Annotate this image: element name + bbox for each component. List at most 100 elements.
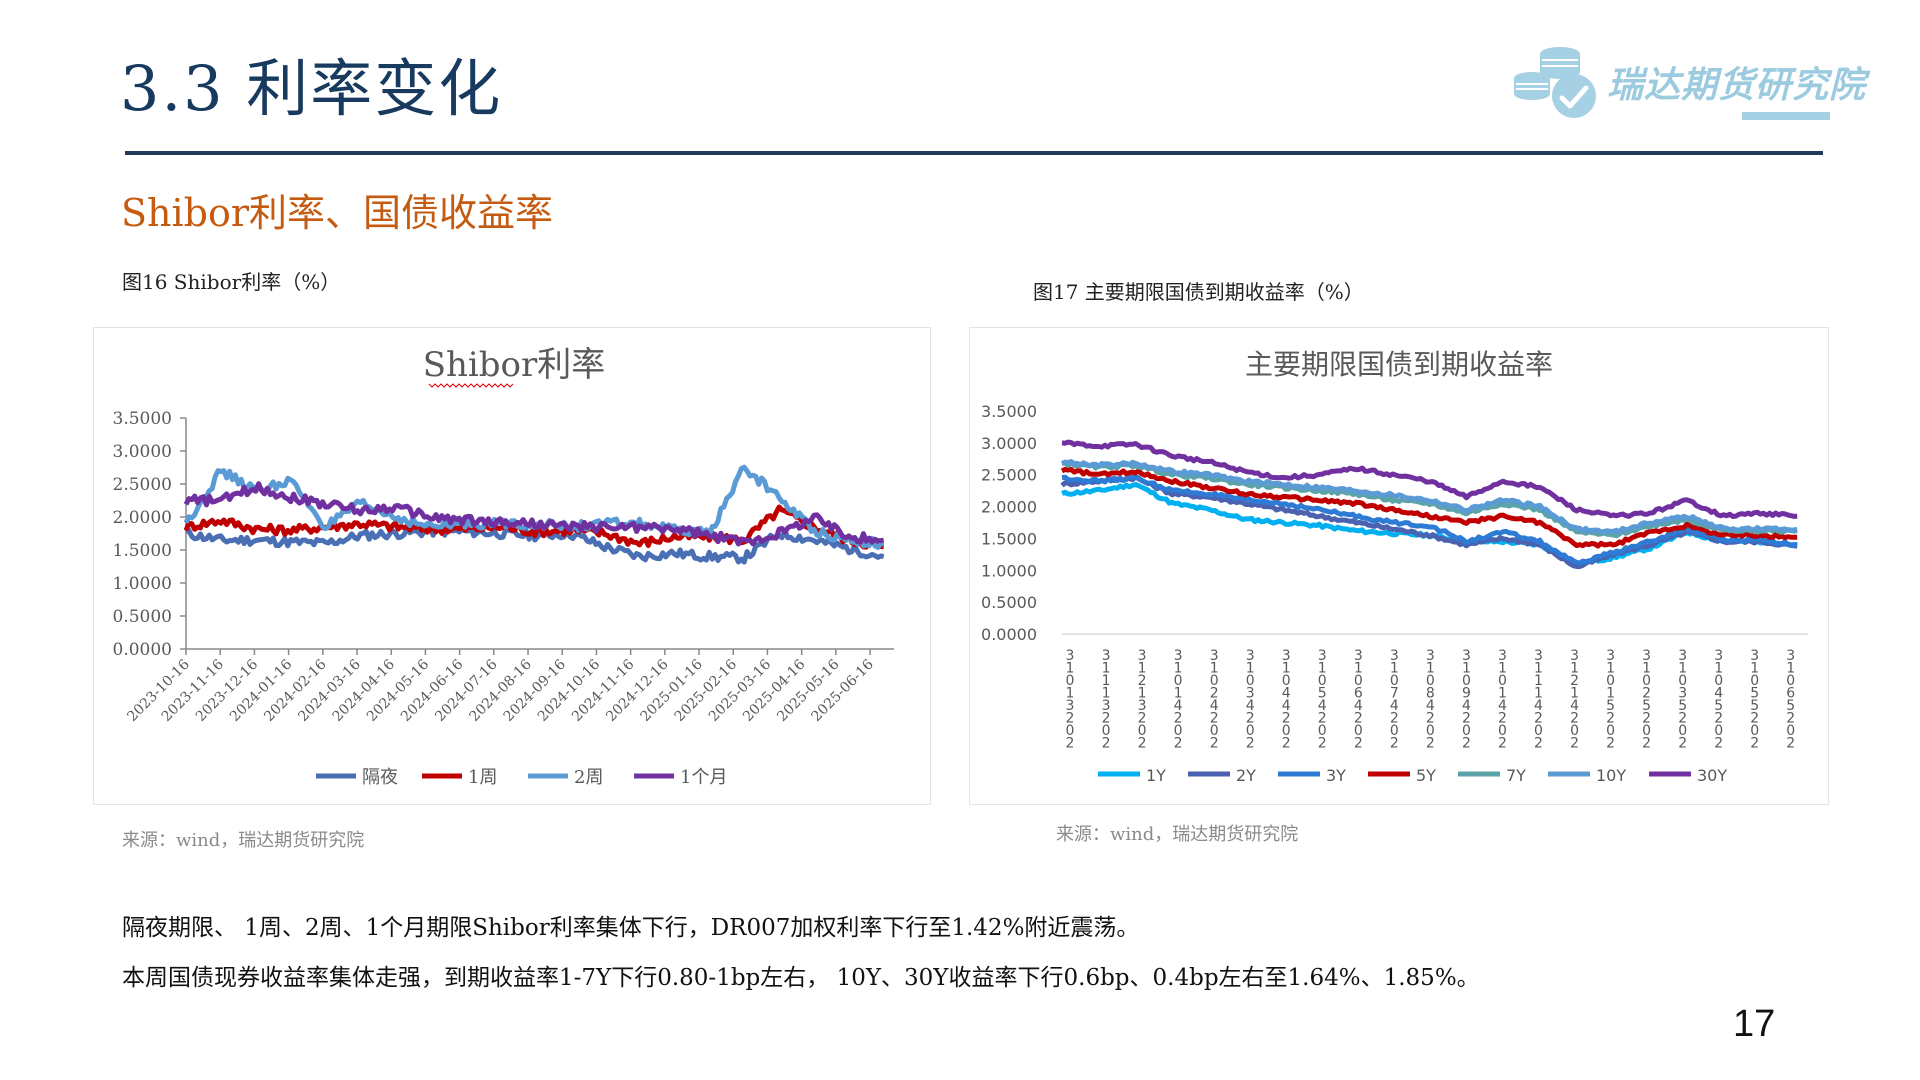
svg-text:4: 4 (1318, 698, 1327, 714)
svg-text:5: 5 (1606, 698, 1615, 714)
y-tick-label: 1.0000 (113, 574, 172, 594)
svg-text:5: 5 (1318, 686, 1327, 702)
legend-item: 1周 (422, 767, 497, 788)
svg-text:2: 2 (1678, 711, 1687, 727)
svg-text:5: 5 (1750, 686, 1759, 702)
svg-text:2: 2 (1606, 711, 1615, 727)
svg-text:2: 2 (1102, 736, 1111, 752)
svg-text:2: 2 (1174, 736, 1183, 752)
y-tick-label: 0.0000 (981, 625, 1037, 644)
svg-text:0: 0 (1606, 723, 1615, 739)
body-paragraph-2: 本周国债现券收益率集体走强，到期收益率1-7Y下行0.80-1bp左右， 10Y… (122, 965, 1480, 991)
legend-item: 1Y (1098, 766, 1166, 785)
series-line-1周 (183, 504, 884, 550)
svg-text:0: 0 (1282, 673, 1291, 689)
svg-text:1: 1 (1498, 661, 1507, 677)
svg-text:2: 2 (1534, 711, 1543, 727)
y-tick-label: 0.5000 (981, 593, 1037, 612)
svg-text:1: 1 (1390, 661, 1399, 677)
svg-text:2: 2 (1534, 736, 1543, 752)
svg-text:0: 0 (1786, 723, 1795, 739)
legend-item: 2周 (528, 767, 603, 788)
y-tick-label: 3.0000 (981, 434, 1037, 453)
svg-text:1: 1 (1678, 661, 1687, 677)
logo-underline (1742, 112, 1830, 120)
svg-text:2: 2 (1066, 711, 1075, 727)
svg-text:2: 2 (1390, 736, 1399, 752)
svg-text:2: 2 (1642, 736, 1651, 752)
svg-text:0: 0 (1246, 723, 1255, 739)
svg-text:5Y: 5Y (1416, 766, 1436, 785)
svg-text:0: 0 (1354, 673, 1363, 689)
svg-text:1: 1 (1066, 661, 1075, 677)
svg-text:2: 2 (1462, 736, 1471, 752)
treasury-yield-chart: 主要期限国债到期收益率 0.0000 0.5000 1.0000 1.5000 2.000… (969, 327, 1829, 805)
svg-text:2: 2 (1102, 711, 1111, 727)
svg-text:2: 2 (1570, 736, 1579, 752)
svg-text:2: 2 (1210, 711, 1219, 727)
chart-title: 主要期限国债到期收益率 (1245, 348, 1553, 381)
coins-check-icon (1514, 47, 1596, 118)
svg-text:5: 5 (1678, 698, 1687, 714)
svg-text:1: 1 (1534, 686, 1543, 702)
svg-text:1: 1 (1714, 661, 1723, 677)
svg-text:2: 2 (1750, 711, 1759, 727)
svg-text:5: 5 (1642, 698, 1651, 714)
y-tick-label: 0.0000 (113, 640, 172, 660)
y-tick-label: 2.0000 (113, 508, 172, 528)
svg-text:3: 3 (1786, 648, 1795, 664)
svg-text:2: 2 (1498, 736, 1507, 752)
svg-text:4: 4 (1534, 698, 1543, 714)
svg-text:6: 6 (1786, 686, 1795, 702)
svg-text:0: 0 (1498, 673, 1507, 689)
svg-text:3: 3 (1138, 648, 1147, 664)
y-tick-label: 2.5000 (981, 466, 1037, 485)
svg-text:2: 2 (1462, 711, 1471, 727)
svg-text:0: 0 (1282, 723, 1291, 739)
svg-text:3: 3 (1174, 648, 1183, 664)
svg-text:1: 1 (1786, 661, 1795, 677)
svg-text:0: 0 (1318, 723, 1327, 739)
svg-text:5: 5 (1750, 698, 1759, 714)
svg-text:1: 1 (1606, 661, 1615, 677)
svg-text:0: 0 (1750, 723, 1759, 739)
svg-text:2: 2 (1642, 686, 1651, 702)
y-tick-label: 0.5000 (113, 607, 172, 627)
svg-text:2: 2 (1570, 673, 1579, 689)
svg-text:1: 1 (1102, 661, 1111, 677)
svg-text:隔夜: 隔夜 (362, 767, 398, 788)
svg-text:0: 0 (1606, 673, 1615, 689)
svg-text:0: 0 (1390, 673, 1399, 689)
svg-text:0: 0 (1498, 723, 1507, 739)
y-tick-label: 1.5000 (981, 529, 1037, 548)
chart-title: Shibor利率 (423, 345, 606, 385)
svg-text:2: 2 (1714, 736, 1723, 752)
treasury-yield-chart-plot: 主要期限国债到期收益率 0.0000 0.5000 1.0000 1.5000 2.000… (981, 348, 1808, 785)
svg-text:7Y: 7Y (1506, 766, 1526, 785)
svg-text:2: 2 (1246, 711, 1255, 727)
svg-text:0: 0 (1174, 723, 1183, 739)
svg-text:2: 2 (1354, 736, 1363, 752)
svg-text:9: 9 (1462, 686, 1471, 702)
svg-text:1: 1 (1750, 661, 1759, 677)
svg-text:3: 3 (1678, 686, 1687, 702)
svg-text:3: 3 (1714, 648, 1723, 664)
svg-text:4: 4 (1354, 698, 1363, 714)
svg-text:1: 1 (1246, 661, 1255, 677)
logo-text: 瑞达期货研究院 (1607, 65, 1867, 106)
legend-item: 5Y (1368, 766, 1436, 785)
svg-text:0: 0 (1354, 723, 1363, 739)
svg-text:4: 4 (1210, 698, 1219, 714)
svg-text:2: 2 (1750, 736, 1759, 752)
svg-text:0: 0 (1390, 723, 1399, 739)
svg-text:3: 3 (1066, 698, 1075, 714)
svg-text:0: 0 (1642, 723, 1651, 739)
svg-text:2: 2 (1066, 736, 1075, 752)
y-tick-label: 3.5000 (113, 409, 172, 429)
